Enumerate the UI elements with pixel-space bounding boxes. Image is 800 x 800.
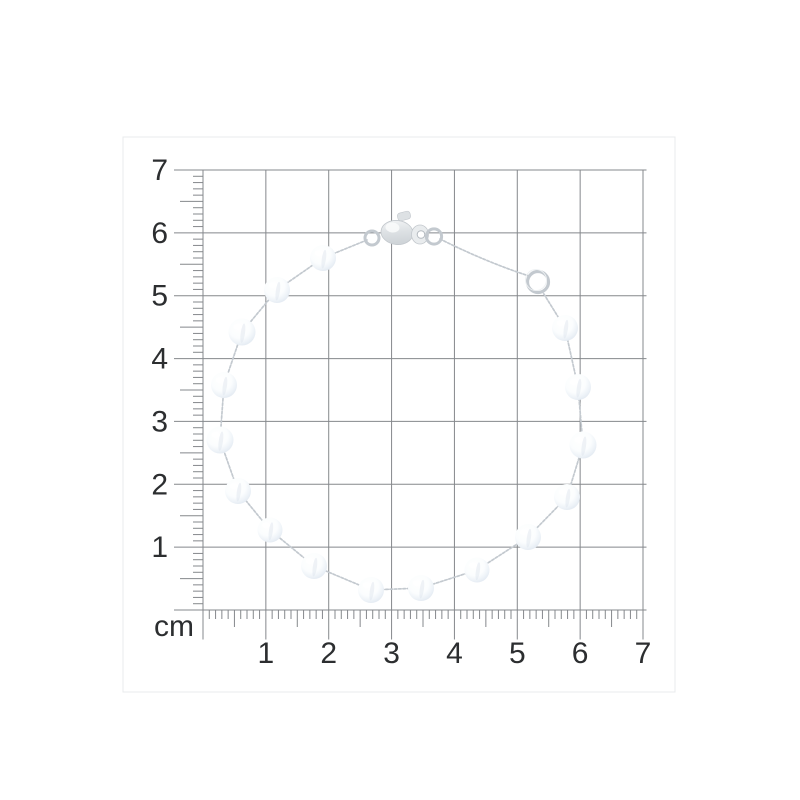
pearl bbox=[515, 524, 541, 550]
pearl-highlight bbox=[305, 558, 314, 564]
y-axis-tick-label: 4 bbox=[151, 343, 168, 376]
pearl-highlight bbox=[569, 379, 579, 385]
pearl-crease bbox=[581, 436, 587, 456]
pearl-highlight bbox=[233, 323, 242, 330]
pearl-crease bbox=[321, 249, 327, 269]
pearl bbox=[257, 517, 283, 543]
y-axis-tick-label: 3 bbox=[151, 405, 168, 438]
photo-frame bbox=[122, 136, 676, 693]
y-axis-tick-label: 6 bbox=[151, 217, 168, 250]
x-axis-tick-label: 4 bbox=[446, 637, 463, 670]
pearl-highlight bbox=[268, 282, 277, 288]
clasp-left-ring bbox=[363, 229, 381, 247]
pearl-crease bbox=[275, 281, 281, 301]
pearl-highlight bbox=[229, 483, 238, 489]
clasp-body-highlight bbox=[385, 222, 400, 233]
pearl-highlight bbox=[574, 436, 583, 443]
x-axis-tick-label: 2 bbox=[320, 637, 337, 670]
clasp-trigger bbox=[397, 210, 411, 222]
pearl-crease bbox=[563, 319, 569, 339]
grid-labels: 1 2 3 4 5 6 7 1 2 3 4 5 6 7 cm bbox=[151, 154, 651, 670]
pearl bbox=[464, 557, 490, 583]
pearl-highlight bbox=[362, 582, 371, 588]
pearl bbox=[310, 245, 336, 271]
y-axis-tick-label: 7 bbox=[151, 154, 168, 187]
pearl-highlight bbox=[469, 562, 477, 568]
pearl bbox=[408, 575, 434, 601]
pearl bbox=[552, 315, 578, 341]
clasp-eye-hole bbox=[416, 230, 426, 239]
x-axis-tick-label: 6 bbox=[572, 637, 589, 670]
pearl-crease bbox=[419, 579, 425, 599]
unit-label: cm bbox=[154, 610, 194, 643]
pearl-crease bbox=[240, 323, 246, 343]
pearl bbox=[301, 553, 327, 579]
pearl-crease bbox=[236, 482, 242, 502]
clasp-jump-ring bbox=[424, 227, 444, 246]
x-axis-tick-label: 3 bbox=[383, 637, 400, 670]
x-axis-tick-label: 7 bbox=[635, 637, 652, 670]
y-axis-tick-label: 2 bbox=[151, 468, 168, 501]
pearl-crease bbox=[526, 528, 532, 548]
pearl-crease bbox=[268, 522, 274, 541]
pearl-crease bbox=[369, 581, 375, 601]
pearl-crease bbox=[475, 562, 481, 581]
pearl bbox=[358, 577, 384, 603]
extender-ring-highlight bbox=[525, 269, 547, 291]
x-axis-tick-label: 5 bbox=[509, 637, 526, 670]
pearl bbox=[228, 318, 256, 346]
y-axis-tick-label: 5 bbox=[151, 280, 168, 313]
extender-ring bbox=[525, 269, 551, 295]
pearl-highlight bbox=[412, 580, 421, 586]
pearl-highlight bbox=[556, 320, 566, 326]
measurement-grid bbox=[174, 169, 647, 640]
pearl-highlight bbox=[558, 489, 568, 495]
pearl-crease bbox=[565, 488, 571, 508]
pearl-highlight bbox=[211, 431, 220, 438]
pearl bbox=[225, 478, 251, 504]
pearl-crease bbox=[576, 378, 582, 398]
pearl bbox=[569, 431, 597, 459]
chain-underlay-top bbox=[439, 238, 530, 277]
photo-border bbox=[122, 136, 676, 693]
chain-top bbox=[439, 238, 530, 277]
x-axis-tick-label: 1 bbox=[258, 637, 275, 670]
pearl-crease bbox=[218, 431, 224, 451]
pearl bbox=[565, 374, 591, 400]
pearl bbox=[211, 372, 237, 398]
pearl-highlight bbox=[314, 250, 323, 256]
pearl-bracelet bbox=[206, 210, 597, 603]
pearl bbox=[554, 484, 580, 510]
pearl bbox=[206, 426, 234, 454]
pearl-highlight bbox=[215, 377, 224, 383]
pearl-crease bbox=[312, 557, 318, 577]
pearl-crease bbox=[222, 376, 228, 396]
y-axis-tick-label: 1 bbox=[151, 531, 168, 564]
pearl-highlight bbox=[519, 529, 529, 535]
pearl-highlight bbox=[262, 522, 270, 528]
clasp-body bbox=[380, 220, 414, 245]
pearl bbox=[264, 277, 290, 303]
